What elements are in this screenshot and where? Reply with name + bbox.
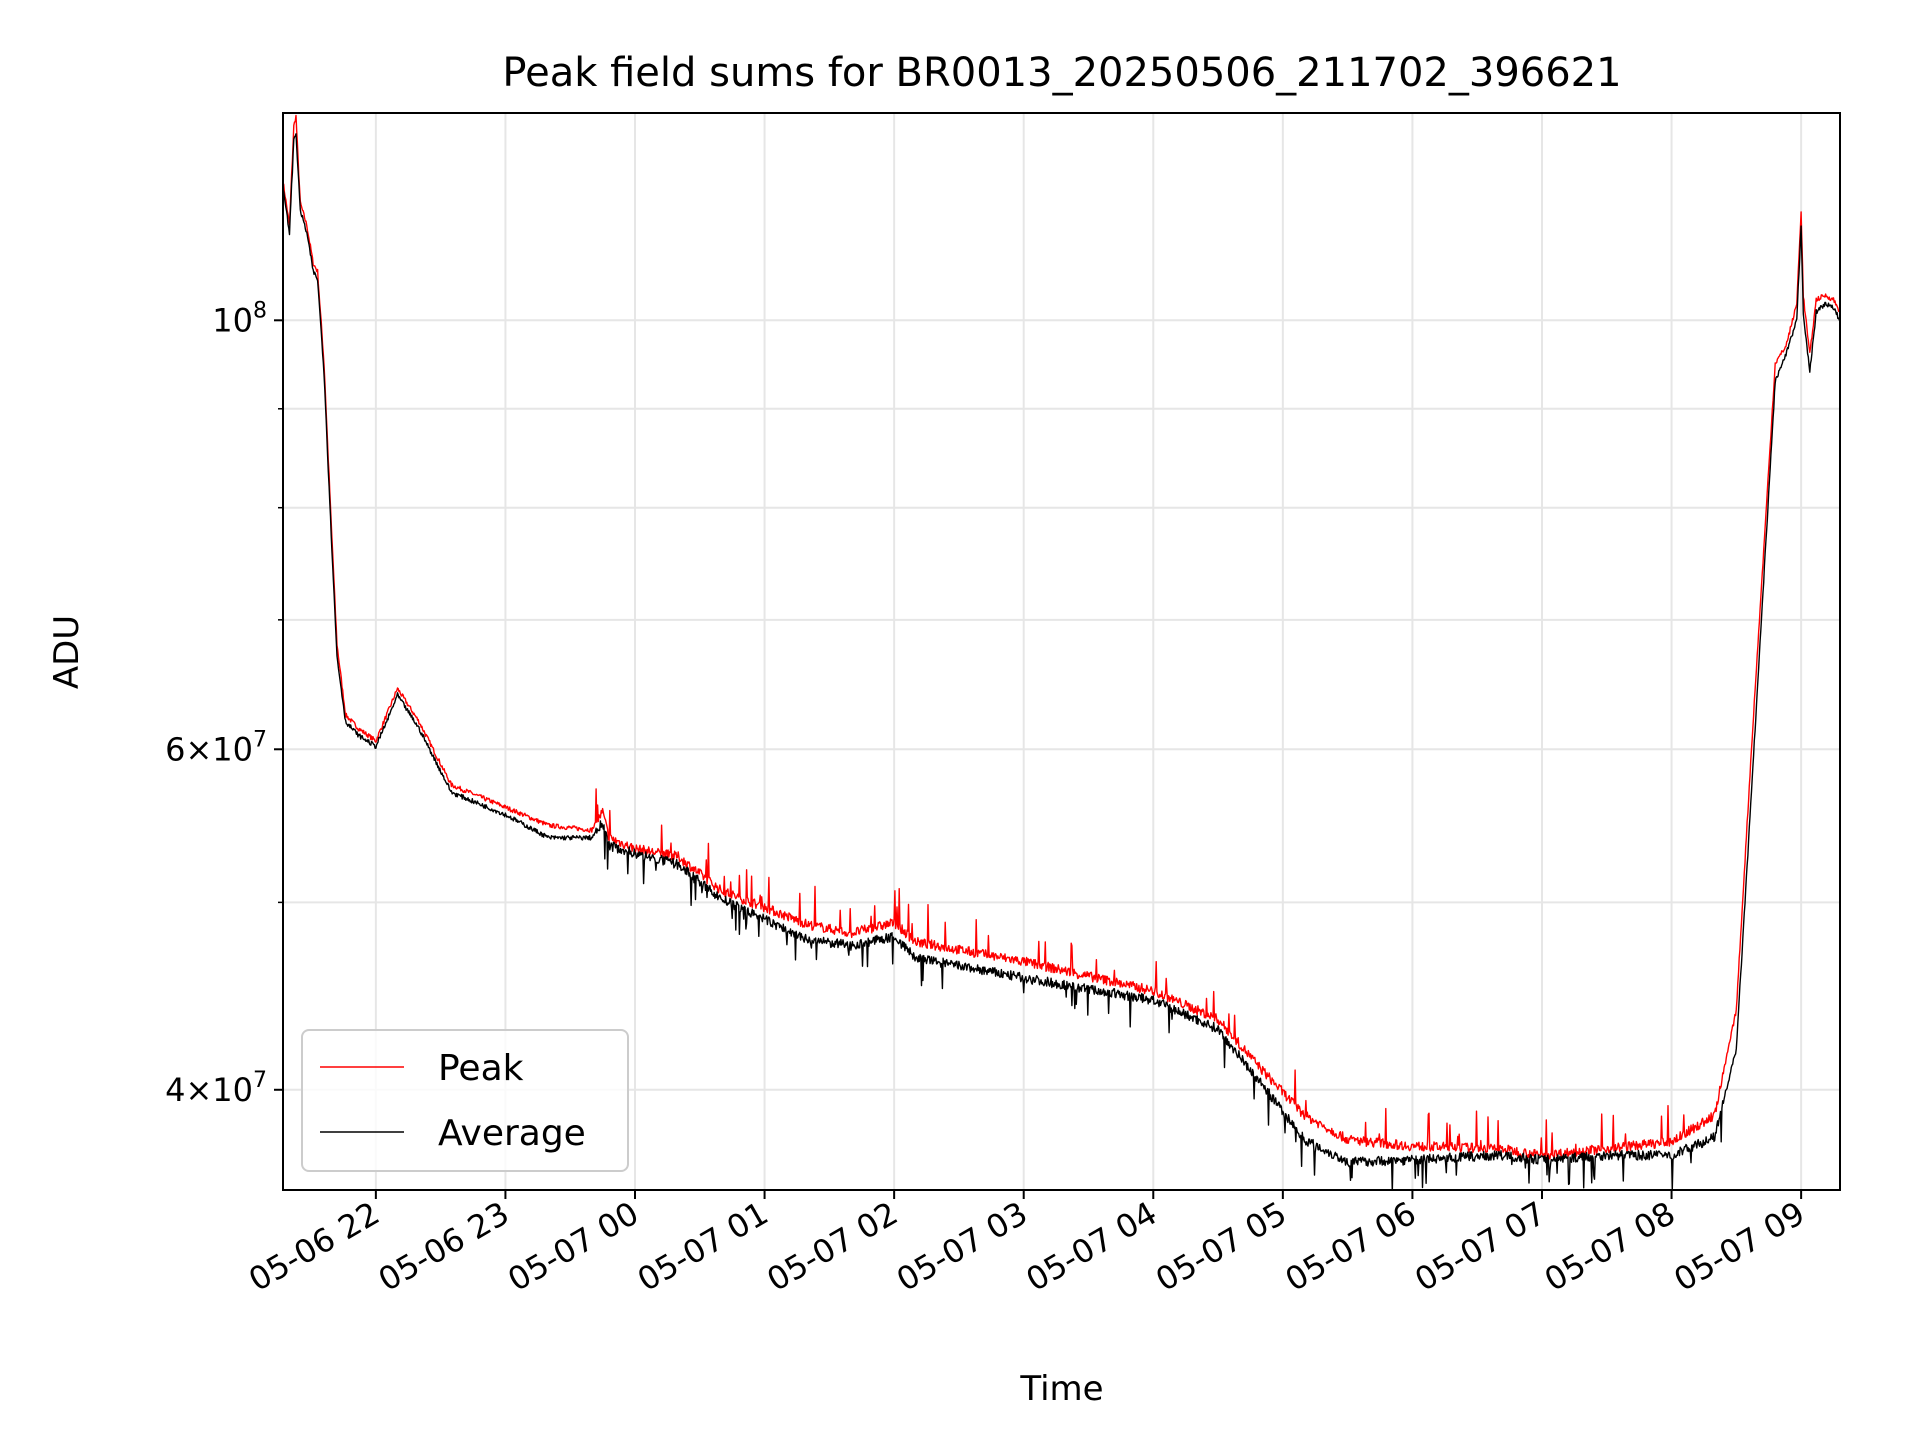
plot-series bbox=[283, 114, 1840, 1190]
plot-frame bbox=[282, 112, 1841, 1191]
y-axis-label: ADU bbox=[47, 615, 87, 689]
legend: Peak Average bbox=[301, 1029, 629, 1172]
x-axis-label: Time bbox=[1019, 1369, 1103, 1409]
legend-label-peak: Peak bbox=[438, 1048, 524, 1089]
chart-title: Peak field sums for BR0013_20250506_2117… bbox=[502, 50, 1621, 96]
y-tick-label: 6×107 bbox=[165, 727, 267, 768]
y-tick-label: 4×107 bbox=[165, 1068, 267, 1109]
grid bbox=[283, 113, 1840, 1190]
y-tick-label: 108 bbox=[212, 298, 267, 339]
series-line-average bbox=[283, 133, 1840, 1190]
legend-label-average: Average bbox=[438, 1113, 586, 1154]
y-axis: 4×107 6×107 108 bbox=[165, 298, 283, 1109]
y-tick-exponent: 8 bbox=[253, 298, 267, 323]
y-tick-exponent: 7 bbox=[253, 727, 267, 752]
y-tick-exponent: 7 bbox=[253, 1068, 267, 1093]
legend-box bbox=[301, 1029, 629, 1172]
